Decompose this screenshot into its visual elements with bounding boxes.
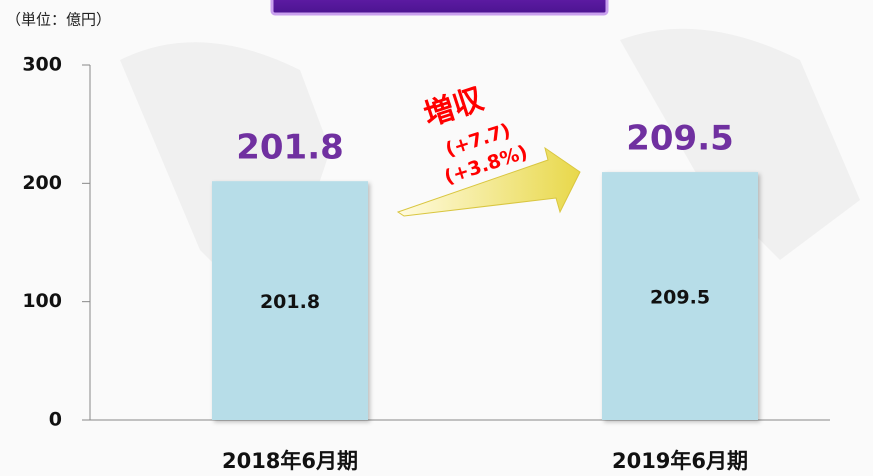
bar	[212, 181, 368, 420]
bar-value-label: 201.8	[236, 128, 344, 168]
x-tick-label: 2019年6月期	[612, 449, 748, 473]
bar-value-label: 209.5	[626, 119, 734, 159]
x-tick-label: 2018年6月期	[222, 449, 358, 473]
growth-arrow	[396, 146, 581, 217]
bar	[602, 172, 758, 420]
y-tick-label: 0	[49, 409, 62, 431]
y-tick-label: 100	[22, 290, 62, 312]
y-tick-label: 200	[22, 172, 62, 194]
bar-inner-label: 209.5	[650, 287, 710, 309]
unit-label: （単位：億円）	[6, 11, 111, 29]
y-tick-label: 300	[22, 54, 62, 76]
map-shape	[120, 28, 860, 300]
header-box	[270, 0, 609, 16]
bar-inner-label: 201.8	[260, 291, 320, 313]
